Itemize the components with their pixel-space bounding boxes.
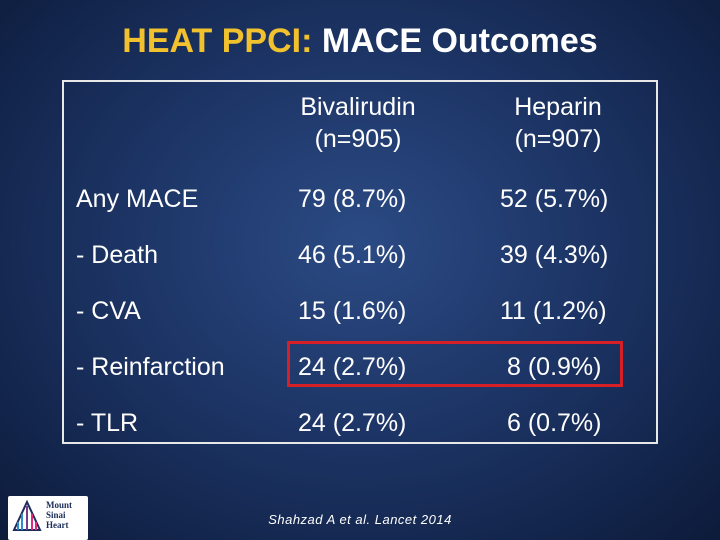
row-label-death: - Death bbox=[76, 241, 158, 269]
logo-wordmark: Mount Sinai Heart bbox=[46, 500, 73, 530]
row-label-tlr: - TLR bbox=[76, 409, 139, 437]
column-header-bivalirudin: Bivalirudin (n=905) bbox=[268, 91, 448, 155]
cell-heparin-cva: 11 (1.2%) bbox=[500, 297, 607, 325]
cell-heparin-tlr: 6 (0.7%) bbox=[507, 409, 602, 437]
column-header-heparin-n: (n=907) bbox=[514, 125, 602, 153]
cell-bivalirudin-reinfarction: 24 (2.7%) bbox=[298, 353, 407, 381]
column-header-heparin-name: Heparin bbox=[514, 93, 602, 121]
row-label-cva: - CVA bbox=[76, 297, 141, 325]
cell-bivalirudin-cva: 15 (1.6%) bbox=[298, 297, 407, 325]
mount-sinai-heart-logo: Mount Sinai Heart bbox=[8, 496, 88, 540]
logo-mountain-icon bbox=[12, 500, 42, 531]
cell-bivalirudin-any-mace: 79 (8.7%) bbox=[298, 185, 407, 213]
column-header-heparin: Heparin (n=907) bbox=[468, 91, 648, 155]
cell-heparin-death: 39 (4.3%) bbox=[500, 241, 609, 269]
citation: Shahzad A et al. Lancet 2014 bbox=[268, 512, 452, 527]
cell-heparin-reinfarction: 8 (0.9%) bbox=[507, 353, 602, 381]
page-title: HEAT PPCI: MACE Outcomes bbox=[0, 22, 720, 61]
title-prefix: HEAT PPCI: bbox=[122, 22, 313, 60]
outcomes-table bbox=[62, 80, 658, 444]
column-header-bivalirudin-n: (n=905) bbox=[314, 125, 402, 153]
row-label-reinfarction: - Reinfarction bbox=[76, 353, 225, 381]
row-label-any-mace: Any MACE bbox=[76, 185, 199, 213]
cell-bivalirudin-death: 46 (5.1%) bbox=[298, 241, 407, 269]
title-main: MACE Outcomes bbox=[312, 22, 598, 60]
reinfarction-highlight-box bbox=[287, 341, 623, 387]
cell-bivalirudin-tlr: 24 (2.7%) bbox=[298, 409, 407, 437]
column-header-bivalirudin-name: Bivalirudin bbox=[300, 93, 416, 121]
cell-heparin-any-mace: 52 (5.7%) bbox=[500, 185, 609, 213]
